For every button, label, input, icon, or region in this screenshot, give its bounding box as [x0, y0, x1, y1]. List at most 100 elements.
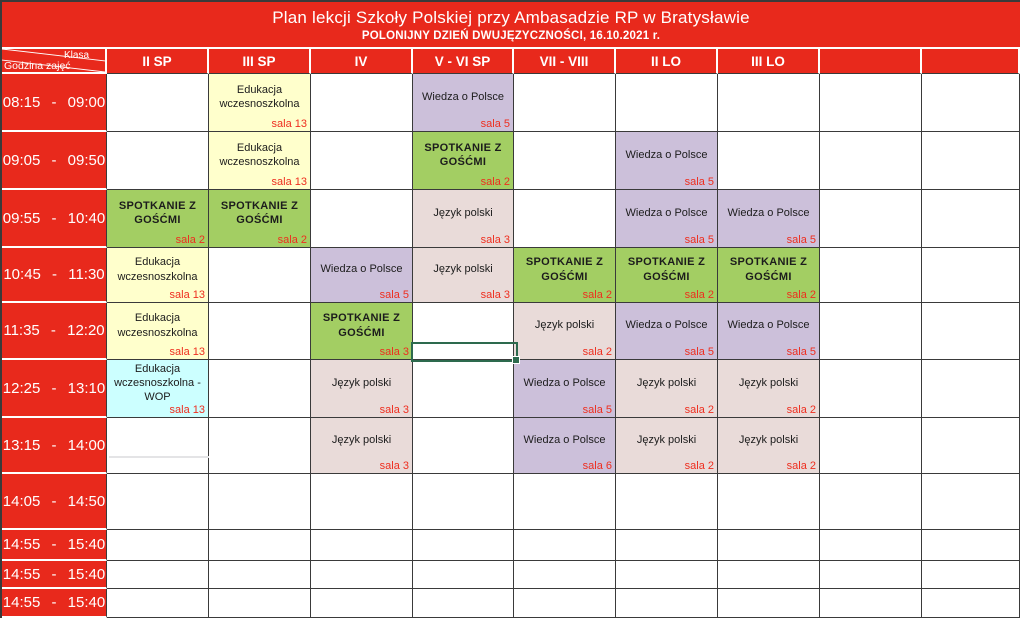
- lesson-cell[interactable]: Język polski sala 2: [616, 418, 718, 474]
- lesson-cell[interactable]: Język polski sala 2: [718, 360, 820, 418]
- empty-cell[interactable]: [922, 589, 1020, 618]
- empty-cell[interactable]: [209, 303, 311, 360]
- lesson-cell[interactable]: Język polski sala 3: [311, 418, 413, 474]
- lesson-cell[interactable]: Język polski sala 3: [311, 360, 413, 418]
- lesson-cell[interactable]: Edukacja wczesnoszkolna sala 13: [107, 303, 209, 360]
- empty-cell[interactable]: [311, 589, 413, 618]
- lesson-cell[interactable]: SPOTKANIE Z GOŚĆMI sala 2: [209, 190, 311, 248]
- empty-cell[interactable]: [311, 190, 413, 248]
- empty-cell[interactable]: [922, 190, 1020, 248]
- empty-cell[interactable]: [107, 530, 209, 561]
- empty-cell[interactable]: [718, 589, 820, 618]
- empty-cell[interactable]: [616, 474, 718, 530]
- lesson-cell[interactable]: SPOTKANIE Z GOŚĆMI sala 2: [107, 190, 209, 248]
- lesson-cell[interactable]: Edukacja wczesnoszkolna sala 13: [209, 74, 311, 132]
- empty-cell[interactable]: [922, 360, 1020, 418]
- empty-cell[interactable]: [209, 248, 311, 303]
- time-slot-label[interactable]: 09:05 - 09:50: [2, 132, 107, 190]
- empty-cell[interactable]: [514, 561, 616, 589]
- empty-cell[interactable]: [514, 589, 616, 618]
- empty-cell[interactable]: [107, 589, 209, 618]
- empty-cell[interactable]: [514, 74, 616, 132]
- empty-cell[interactable]: [209, 474, 311, 530]
- empty-cell[interactable]: [718, 474, 820, 530]
- column-header-v-vi-sp[interactable]: V - VI SP: [413, 49, 514, 74]
- column-header-iv[interactable]: IV: [311, 49, 413, 74]
- lesson-cell[interactable]: Wiedza o Polsce sala 5: [718, 190, 820, 248]
- empty-cell[interactable]: [718, 74, 820, 132]
- empty-cell[interactable]: [616, 589, 718, 618]
- lesson-cell[interactable]: Język polski sala 3: [413, 190, 514, 248]
- empty-cell[interactable]: [413, 418, 514, 474]
- empty-cell[interactable]: [514, 190, 616, 248]
- lesson-cell[interactable]: Wiedza o Polsce sala 5: [616, 190, 718, 248]
- lesson-cell[interactable]: SPOTKANIE Z GOŚĆMI sala 2: [718, 248, 820, 303]
- time-slot-label[interactable]: 14:55 - 15:40: [2, 589, 107, 618]
- time-slot-label[interactable]: 11:35 - 12:20: [2, 303, 107, 360]
- empty-cell[interactable]: [514, 474, 616, 530]
- empty-cell[interactable]: [922, 74, 1020, 132]
- time-slot-label[interactable]: 08:15 - 09:00: [2, 74, 107, 132]
- empty-cell[interactable]: [413, 589, 514, 618]
- empty-cell[interactable]: [820, 561, 922, 589]
- lesson-cell[interactable]: Język polski sala 2: [718, 418, 820, 474]
- empty-cell[interactable]: [209, 589, 311, 618]
- lesson-cell[interactable]: Edukacja wczesnoszkolna sala 13: [209, 132, 311, 190]
- column-header-empty[interactable]: [922, 49, 1020, 74]
- time-slot-label[interactable]: 13:15 - 14:00: [2, 418, 107, 474]
- empty-cell[interactable]: [107, 561, 209, 589]
- column-header-iii-lo[interactable]: III LO: [718, 49, 820, 74]
- empty-cell[interactable]: [820, 589, 922, 618]
- time-slot-label[interactable]: 14:55 - 15:40: [2, 530, 107, 561]
- lesson-cell[interactable]: Wiedza o Polsce sala 5: [311, 248, 413, 303]
- empty-cell[interactable]: [413, 530, 514, 561]
- lesson-cell[interactable]: Język polski sala 2: [616, 360, 718, 418]
- empty-cell[interactable]: [209, 530, 311, 561]
- empty-cell[interactable]: [107, 132, 209, 190]
- lesson-cell[interactable]: SPOTKANIE Z GOŚĆMI sala 3: [311, 303, 413, 360]
- empty-cell[interactable]: [209, 360, 311, 418]
- empty-cell[interactable]: [718, 132, 820, 190]
- column-header-ii-lo[interactable]: II LO: [616, 49, 718, 74]
- empty-cell[interactable]: [922, 303, 1020, 360]
- empty-cell[interactable]: [514, 530, 616, 561]
- lesson-cell[interactable]: Edukacja wczesnoszkolna - WOP sala 13: [107, 360, 209, 418]
- lesson-cell[interactable]: Wiedza o Polsce sala 5: [514, 360, 616, 418]
- empty-cell[interactable]: [718, 530, 820, 561]
- time-slot-label[interactable]: 14:05 - 14:50: [2, 474, 107, 530]
- time-slot-label[interactable]: 12:25 - 13:10: [2, 360, 107, 418]
- empty-cell[interactable]: [922, 132, 1020, 190]
- lesson-cell[interactable]: SPOTKANIE Z GOŚĆMI sala 2: [514, 248, 616, 303]
- empty-cell[interactable]: [311, 530, 413, 561]
- time-slot-label[interactable]: 09:55 - 10:40: [2, 190, 107, 248]
- empty-cell[interactable]: [922, 248, 1020, 303]
- empty-cell[interactable]: [311, 561, 413, 589]
- empty-cell[interactable]: [820, 248, 922, 303]
- lesson-cell[interactable]: Język polski sala 2: [514, 303, 616, 360]
- lesson-cell[interactable]: Wiedza o Polsce sala 5: [718, 303, 820, 360]
- empty-cell[interactable]: [922, 530, 1020, 561]
- empty-cell[interactable]: [820, 190, 922, 248]
- empty-cell[interactable]: [718, 561, 820, 589]
- empty-cell[interactable]: [616, 74, 718, 132]
- lesson-cell[interactable]: Język polski sala 3: [413, 248, 514, 303]
- empty-cell[interactable]: [311, 474, 413, 530]
- empty-cell[interactable]: [616, 530, 718, 561]
- empty-cell[interactable]: [820, 360, 922, 418]
- empty-cell[interactable]: [922, 474, 1020, 530]
- column-header-ii-sp[interactable]: II SP: [107, 49, 209, 74]
- lesson-cell[interactable]: Wiedza o Polsce sala 5: [413, 74, 514, 132]
- column-header-vii-viii[interactable]: VII - VIII: [514, 49, 616, 74]
- empty-cell[interactable]: [413, 360, 514, 418]
- time-slot-label[interactable]: 14:55 - 15:40: [2, 561, 107, 589]
- empty-cell[interactable]: [514, 132, 616, 190]
- lesson-cell[interactable]: Wiedza o Polsce sala 6: [514, 418, 616, 474]
- column-header-iii-sp[interactable]: III SP: [209, 49, 311, 74]
- empty-cell[interactable]: [413, 303, 514, 360]
- active-cell-selection[interactable]: [411, 342, 520, 364]
- empty-cell[interactable]: [209, 418, 311, 474]
- empty-cell[interactable]: [922, 561, 1020, 589]
- empty-cell[interactable]: [820, 132, 922, 190]
- lesson-cell[interactable]: Wiedza o Polsce sala 5: [616, 303, 718, 360]
- empty-cell[interactable]: [922, 418, 1020, 474]
